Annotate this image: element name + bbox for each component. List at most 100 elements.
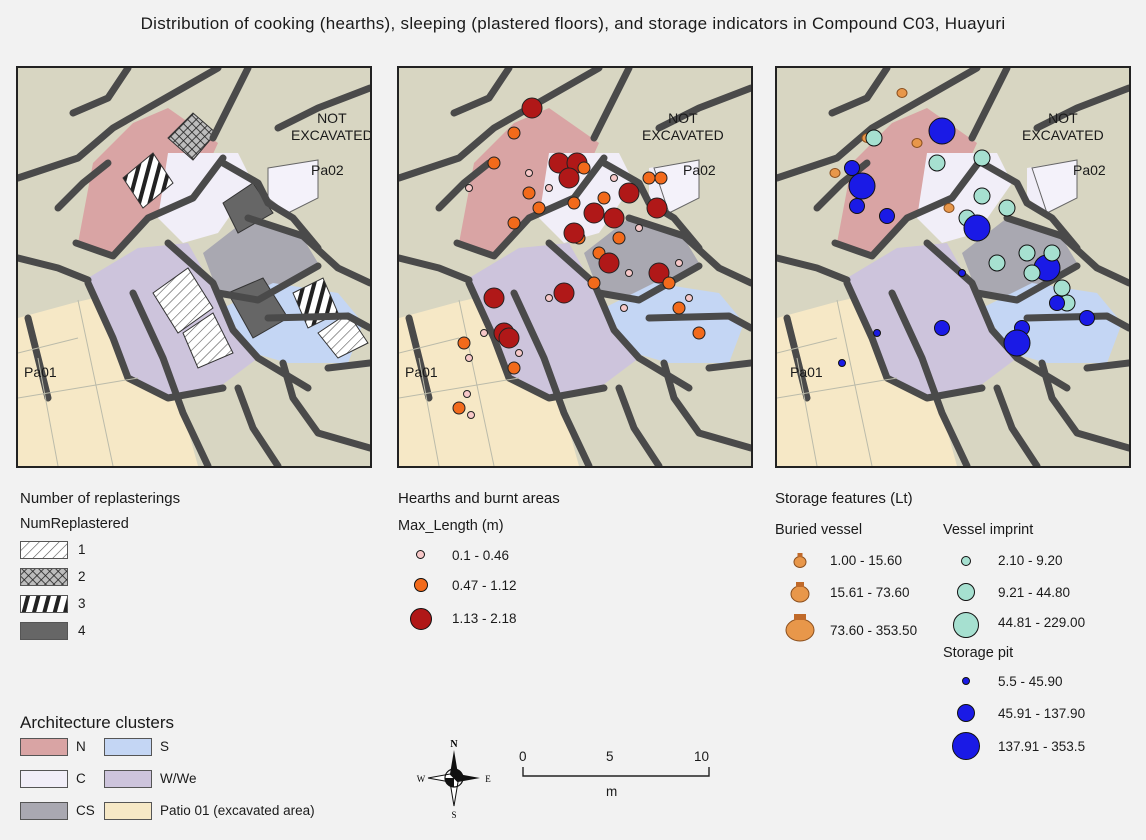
- room-c: [158, 153, 253, 243]
- wall: [595, 262, 703, 304]
- room-c: [917, 153, 1012, 243]
- storage-pit-medium-icon: [957, 704, 975, 722]
- scale-tick-5: 5: [606, 749, 614, 764]
- wall: [1033, 84, 1129, 132]
- storage-pit-marker: [958, 269, 966, 277]
- storage-pit-marker: [838, 359, 846, 367]
- replastered-floor: [122, 152, 174, 209]
- hearth-marker: [522, 186, 536, 200]
- wall: [973, 262, 1081, 304]
- patio-grid: [399, 299, 520, 466]
- cluster-swatch-s: [104, 738, 152, 756]
- wall: [660, 359, 751, 452]
- buried-vessel-label-2: 15.61 - 73.60: [830, 585, 910, 600]
- vessel-imprint-marker: [973, 149, 991, 167]
- replaster-label-2: 2: [78, 569, 86, 584]
- vessel-imprint-medium-icon: [957, 583, 975, 601]
- wall: [831, 154, 986, 260]
- hearth-marker: [521, 97, 543, 119]
- vessel-imprint-marker: [998, 199, 1016, 217]
- vessel-imprint-small-icon: [961, 556, 971, 566]
- wall: [264, 312, 370, 332]
- not-excavated-label: NOT EXCAVATED: [291, 110, 372, 143]
- hearth-marker: [597, 191, 611, 205]
- buried-vessel-medium-icon: [790, 582, 810, 603]
- hearth-marker: [620, 304, 628, 312]
- hearth-marker: [483, 287, 505, 309]
- south-label: S: [451, 810, 456, 820]
- patio-grid: [777, 299, 898, 466]
- patio-1-label: Pa01: [24, 364, 57, 380]
- wall: [615, 384, 663, 466]
- patio-grid: [18, 299, 139, 466]
- patio-2-area: [267, 159, 319, 214]
- vessel-imprint-marker: [1053, 279, 1071, 297]
- hearth-legend-large-icon: [410, 608, 432, 630]
- hearth-marker: [525, 169, 533, 177]
- hearth-marker: [598, 252, 620, 274]
- wall: [129, 289, 212, 466]
- hearth-marker: [558, 167, 580, 189]
- hearth-marker: [603, 207, 625, 229]
- vessel-imprint-title: Vessel imprint: [943, 522, 1034, 538]
- wall: [164, 239, 312, 392]
- replaster-label-4: 4: [78, 623, 86, 638]
- hearth-marker: [480, 329, 488, 337]
- map-panel-replastering: NOT EXCAVATED Pa02 Pa01: [16, 66, 372, 468]
- vessel-imprint-label-1: 2.10 - 9.20: [998, 553, 1063, 568]
- wall: [18, 68, 222, 182]
- replaster-swatch-4: [20, 622, 68, 640]
- patio-1-label: Pa01: [405, 364, 438, 380]
- west-label: W: [417, 774, 426, 784]
- hearth-marker: [625, 269, 633, 277]
- hearth-legend-small-icon: [416, 550, 425, 559]
- wall: [545, 239, 693, 392]
- room-w_we: [469, 243, 639, 398]
- hearth-marker: [467, 411, 475, 419]
- replastered-floor: [182, 312, 234, 369]
- patio-1-label: Pa01: [790, 364, 823, 380]
- vessel-imprint-large-icon: [953, 612, 979, 638]
- room-cs: [203, 218, 318, 298]
- clusters-legend-title: Architecture clusters: [20, 713, 174, 732]
- buried-vessel-marker: [911, 138, 923, 148]
- wall: [993, 384, 1041, 466]
- hearth-marker: [553, 282, 575, 304]
- hearth-marker: [618, 182, 640, 204]
- wall: [279, 359, 370, 452]
- wall: [777, 254, 851, 284]
- wall: [84, 279, 227, 402]
- storage-pit-marker: [934, 320, 950, 336]
- cluster-label-s: S: [160, 739, 170, 754]
- storage-pit-marker: [963, 214, 991, 242]
- hearth-marker: [452, 401, 466, 415]
- hearth-marker: [507, 126, 521, 140]
- wall: [655, 84, 751, 132]
- hearth-marker: [648, 262, 670, 284]
- hearth-marker: [675, 259, 683, 267]
- wall: [465, 279, 608, 402]
- buried-vessel-label-1: 1.00 - 15.60: [830, 553, 903, 568]
- vessel-imprint-label-2: 9.21 - 44.80: [998, 585, 1071, 600]
- wall: [828, 68, 891, 117]
- map-title: Distribution of cooking (hearths), sleep…: [140, 14, 1006, 33]
- storage-pit-marker: [1079, 310, 1095, 326]
- hearths-legend-field: Max_Length (m): [398, 518, 504, 534]
- scale-tick-0: 0: [519, 749, 527, 764]
- patio-2-area: [1031, 159, 1078, 214]
- wall: [777, 68, 981, 182]
- cluster-swatch-c: [20, 770, 68, 788]
- wall: [18, 254, 92, 284]
- hearth-marker: [532, 201, 546, 215]
- map-panel-storage: NOT EXCAVATED Pa02 Pa01: [775, 66, 1131, 468]
- hearth-marker: [463, 390, 471, 398]
- hearth-marker: [646, 197, 668, 219]
- hearth-marker: [583, 202, 605, 224]
- storage-pit-marker: [1049, 295, 1065, 311]
- wall: [214, 262, 322, 304]
- not-excavated-label: NOT EXCAVATED: [1022, 110, 1104, 143]
- wall: [399, 68, 603, 182]
- replaster-swatch-1: [20, 541, 68, 559]
- north-label: N: [450, 739, 458, 750]
- hearth-marker: [654, 171, 668, 185]
